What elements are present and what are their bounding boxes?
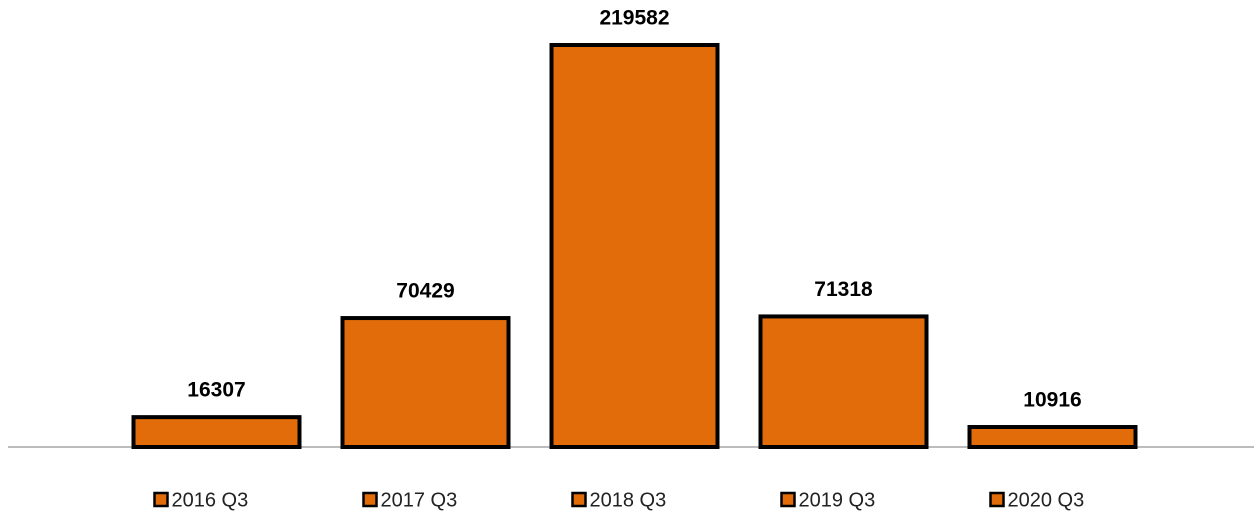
legend-label: 2019 Q3	[799, 489, 876, 511]
value-label: 219582	[599, 7, 669, 30]
value-label: 10916	[1023, 389, 1081, 412]
bar	[340, 316, 511, 449]
legend-label: 2017 Q3	[381, 489, 458, 511]
bar	[131, 415, 302, 449]
value-label: 71318	[814, 278, 873, 301]
bar	[758, 314, 929, 449]
legend-marker	[571, 491, 587, 508]
legend-marker	[989, 491, 1005, 508]
bar	[967, 425, 1138, 450]
legend-marker	[780, 491, 796, 508]
legend-marker	[362, 491, 378, 508]
bar	[549, 43, 720, 449]
legend-label: 2020 Q3	[1008, 489, 1085, 511]
value-label: 70429	[396, 280, 454, 303]
legend-label: 2018 Q3	[590, 489, 667, 511]
legend-marker	[153, 491, 169, 508]
value-label: 16307	[187, 379, 245, 402]
legend-label: 2016 Q3	[172, 489, 249, 511]
